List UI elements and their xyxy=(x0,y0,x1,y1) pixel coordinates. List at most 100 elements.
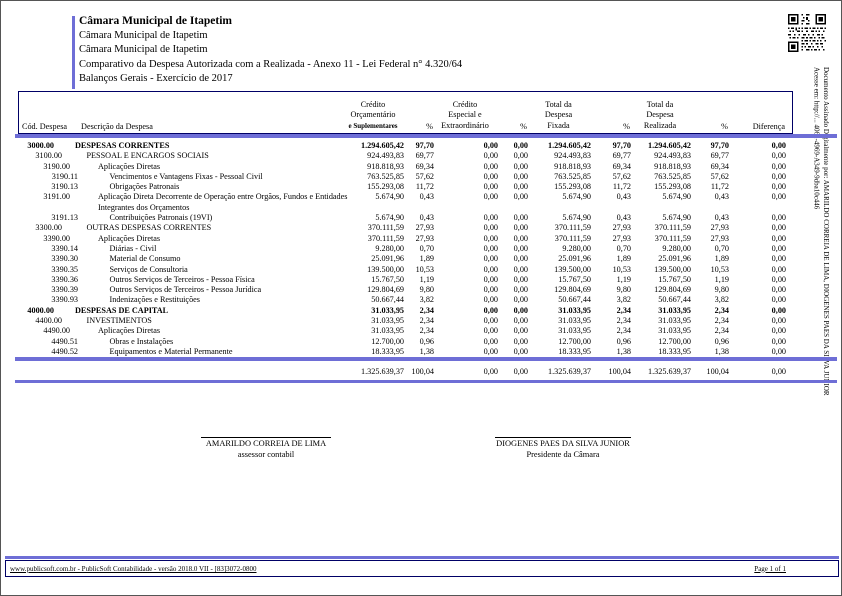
cell-v4: 25.091,96 xyxy=(658,254,691,264)
signature-name: AMARILDO CORREIA DE LIMA xyxy=(205,439,327,448)
cell-p2: 0,00 xyxy=(513,192,528,202)
cell-v1: 5.674,90 xyxy=(375,213,404,223)
expense-description: Vencimentos e Vantagens Fixas - Pessoal … xyxy=(109,171,263,181)
col-header-pct1: % xyxy=(426,122,433,131)
cell-v4: 5.674,90 xyxy=(662,192,691,202)
cell-v2: 0,00 xyxy=(483,254,498,264)
cell-v4: 15.767,50 xyxy=(658,274,691,284)
cell-v2: 0,00 xyxy=(483,141,498,150)
cell-v1: 31.033,95 xyxy=(371,305,404,315)
cell-v3: 370.111,59 xyxy=(554,233,591,243)
divider-below-header xyxy=(15,134,837,138)
cell-diff: 0,00 xyxy=(771,233,786,243)
cell-diff: 0,00 xyxy=(771,295,786,305)
cell-p1: 1,19 xyxy=(419,274,434,284)
cell-v2: 0,00 xyxy=(483,223,498,233)
cell-v1: 1.294.605,42 xyxy=(361,141,404,150)
total-pct4: 100,04 xyxy=(706,367,729,377)
cell-p2: 0,00 xyxy=(513,305,528,315)
col-header-code: Cód. Despesa xyxy=(22,122,68,131)
cell-v3: 155.293,08 xyxy=(554,182,591,192)
signature-name: DIOGENES PAES DA SILVA JUNIOR xyxy=(496,439,630,448)
cell-v1: 763.525,85 xyxy=(367,171,404,181)
table-row: 3191.00 Aplicação Direta Decorrente de Op… xyxy=(18,192,793,213)
cell-p4: 69,34 xyxy=(710,161,729,171)
cell-v3: 5.674,90 xyxy=(562,213,591,223)
signature-block-accountant: AMARILDO CORREIA DE LIMA assessor contab… xyxy=(201,437,331,460)
cell-p1: 11,72 xyxy=(415,182,434,192)
cell-p4: 10,53 xyxy=(710,264,729,274)
cell-p1: 0,43 xyxy=(419,192,434,202)
cell-v3: 370.111,59 xyxy=(554,223,591,233)
cell-v2: 0,00 xyxy=(483,295,498,305)
divider-below-total xyxy=(15,380,837,384)
table-header-row: Cód. Despesa Descrição da Despesa Crédit… xyxy=(18,91,793,134)
cell-p3: 27,93 xyxy=(612,233,631,243)
expense-description: Aplicações Diretas xyxy=(98,161,161,171)
cell-p3: 1,89 xyxy=(616,254,631,264)
signed-note-line2: Acesse em: http://... 4062-4969-A349-9db… xyxy=(812,67,821,210)
cell-diff: 0,00 xyxy=(771,264,786,274)
cell-p3: 1,19 xyxy=(616,274,631,284)
cell-diff: 0,00 xyxy=(771,274,786,284)
expense-code: 3300.00 xyxy=(35,223,62,233)
expense-description: Aplicações Diretas xyxy=(98,233,161,243)
cell-diff: 0,00 xyxy=(771,285,786,295)
table-row: 3300.00 OUTRAS DESPESAS CORRENTES 370.111,… xyxy=(18,223,793,233)
cell-p3: 69,34 xyxy=(612,161,631,171)
cell-v2: 0,00 xyxy=(483,182,498,192)
cell-p3: 69,77 xyxy=(612,151,631,161)
expense-description: Diárias - Civil xyxy=(109,243,157,253)
expense-code: 3390.30 xyxy=(51,254,78,264)
cell-p3: 0,70 xyxy=(616,243,631,253)
cell-diff: 0,00 xyxy=(771,316,786,326)
cell-v3: 31.033,95 xyxy=(558,316,591,326)
expense-code: 3191.00 xyxy=(43,192,70,202)
cell-p1: 1,89 xyxy=(419,254,434,264)
cell-p1: 0,70 xyxy=(419,243,434,253)
cell-p4: 27,93 xyxy=(710,223,729,233)
cell-v2: 0,00 xyxy=(483,171,498,181)
cell-diff: 0,00 xyxy=(771,326,786,336)
cell-v2: 0,00 xyxy=(483,233,498,243)
table-row: 4490.52 Equipamentos e Material Permanent… xyxy=(18,347,793,357)
cell-v1: 15.767,50 xyxy=(371,274,404,284)
cell-v2: 0,00 xyxy=(483,264,498,274)
cell-v4: 50.667,44 xyxy=(658,295,691,305)
cell-v1: 18.333,95 xyxy=(371,346,404,356)
table-header-left: Cód. Despesa Descrição da Despesa xyxy=(19,122,343,131)
cell-p4: 0,70 xyxy=(714,243,729,253)
cell-v1: 918.818,93 xyxy=(367,161,404,171)
cell-p3: 0,43 xyxy=(616,213,631,223)
table-total-row: 1.325.639,37 100,04 0,00 0,00 1.325.639,… xyxy=(18,366,793,377)
col-header-credito-orcamentario: Crédito Orçamentário e Suplementares xyxy=(348,99,398,130)
cell-v2: 0,00 xyxy=(483,336,498,346)
table-row: 4490.51 Obras e Instalações 12.700,00 0,96 0… xyxy=(18,337,793,347)
cell-p4: 2,34 xyxy=(714,316,729,326)
cell-v3: 18.333,95 xyxy=(558,346,591,356)
cell-v1: 924.493,83 xyxy=(367,151,404,161)
cell-v1: 155.293,08 xyxy=(367,182,404,192)
signature-block-president: DIOGENES PAES DA SILVA JUNIOR Presidente… xyxy=(495,437,631,460)
footer-bar: www.publicsoft.com.br - PublicSoft Conta… xyxy=(5,560,839,577)
col-header-pct3: % xyxy=(623,122,630,131)
expense-table: Cód. Despesa Descrição da Despesa Crédit… xyxy=(15,91,837,384)
expense-code: 3390.93 xyxy=(51,295,78,305)
cell-diff: 0,00 xyxy=(771,336,786,346)
cell-p4: 1,38 xyxy=(714,346,729,356)
cell-p2: 0,00 xyxy=(513,295,528,305)
cell-p3: 57,62 xyxy=(612,171,631,181)
cell-p4: 1,19 xyxy=(714,274,729,284)
cell-v4: 9.280,00 xyxy=(662,243,691,253)
cell-v1: 25.091,96 xyxy=(371,254,404,264)
cell-p2: 0,00 xyxy=(513,326,528,336)
cell-p2: 0,00 xyxy=(513,141,528,150)
cell-diff: 0,00 xyxy=(771,171,786,181)
expense-description: Serviços de Consultoria xyxy=(109,264,188,274)
cell-v3: 9.280,00 xyxy=(562,243,591,253)
footer-page-number: Page 1 of 1 xyxy=(754,564,786,573)
cell-v2: 0,00 xyxy=(483,151,498,161)
cell-p3: 97,70 xyxy=(612,141,631,150)
cell-v4: 918.818,93 xyxy=(654,161,691,171)
